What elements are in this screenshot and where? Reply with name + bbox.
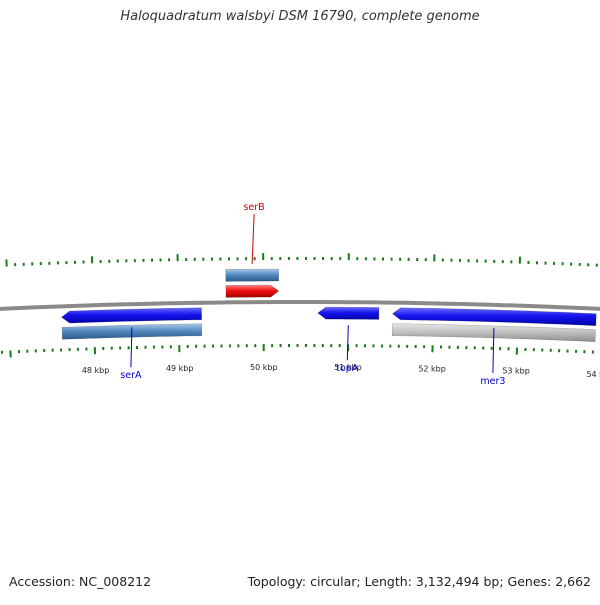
feature-serA[interactable] — [62, 308, 202, 323]
gene-label-serB[interactable]: serB — [243, 202, 264, 213]
scale-label: 54 kbp — [586, 370, 600, 379]
map-title: Haloquadratum walsbyi DSM 16790, complet… — [0, 9, 600, 24]
genome-stats-label: Topology: circular; Length: 3,132,494 bp… — [248, 574, 591, 589]
scale-label: 50 kbp — [250, 363, 278, 372]
gene-label-mer3[interactable]: mer3 — [480, 376, 505, 387]
callout-line-serB — [252, 214, 254, 264]
callout-line-topA — [347, 325, 348, 360]
scale-label: 49 kbp — [166, 364, 194, 373]
callout-layer: serA serB topA mer3 — [120, 202, 505, 387]
gene-label-topA[interactable]: topA — [336, 363, 359, 374]
feature-topA[interactable] — [318, 307, 379, 319]
accession-label: Accession: NC_008212 — [9, 574, 151, 589]
feature-serB-region[interactable] — [226, 269, 279, 281]
scale-label: 48 kbp — [82, 366, 110, 375]
scale-label: 53 kbp — [502, 367, 530, 376]
feature-serB[interactable] — [226, 285, 279, 297]
tick-layer — [0, 253, 600, 362]
gene-label-serA[interactable]: serA — [120, 370, 142, 381]
feature-mer3[interactable] — [393, 308, 597, 326]
scale-label: 52 kbp — [418, 364, 446, 373]
